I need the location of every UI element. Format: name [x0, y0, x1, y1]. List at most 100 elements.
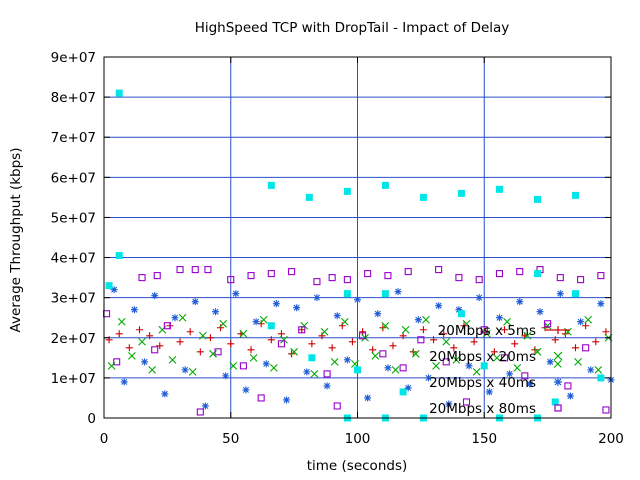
- data-point: [485, 388, 493, 396]
- data-point: [204, 266, 212, 274]
- x-tick-label: 100: [345, 431, 371, 447]
- data-point: [178, 313, 187, 322]
- data-point: [597, 374, 605, 382]
- data-point: [495, 270, 504, 278]
- data-point: [495, 314, 503, 322]
- data-point: [151, 292, 159, 300]
- legend-swatch: [554, 404, 562, 412]
- data-point: [115, 252, 123, 260]
- data-point: [597, 300, 605, 308]
- data-point: [151, 346, 159, 354]
- legend-label: 20Mbps x 5ms: [438, 323, 536, 339]
- data-point: [354, 296, 361, 304]
- legend-swatch: [553, 351, 563, 361]
- data-point: [196, 348, 204, 356]
- data-point: [419, 326, 427, 334]
- data-point: [330, 357, 339, 366]
- data-point: [480, 326, 488, 334]
- data-point: [582, 322, 590, 330]
- data-point: [267, 270, 275, 278]
- data-point: [457, 189, 465, 197]
- data-point: [156, 342, 164, 350]
- data-point: [572, 344, 580, 352]
- data-point: [212, 308, 220, 316]
- data-point: [592, 338, 600, 346]
- y-tick-label: 5e+07: [51, 210, 96, 226]
- data-point: [521, 372, 529, 380]
- data-point: [168, 355, 177, 364]
- data-point: [455, 306, 463, 314]
- data-point: [229, 361, 238, 370]
- data-point: [323, 370, 331, 378]
- data-point: [198, 331, 207, 340]
- data-point: [384, 364, 392, 372]
- y-tick-label: 6e+07: [51, 170, 96, 186]
- data-point: [313, 294, 321, 302]
- data-point: [526, 380, 534, 388]
- data-point: [257, 394, 265, 402]
- y-axis-label: Average Throughput (kbps): [8, 148, 24, 333]
- data-point: [602, 328, 610, 336]
- data-point: [146, 332, 154, 340]
- data-point: [290, 347, 299, 356]
- data-point: [333, 312, 341, 320]
- data-point: [305, 193, 313, 201]
- data-point: [440, 330, 448, 338]
- data-point: [280, 335, 288, 344]
- data-point: [577, 276, 585, 284]
- data-point: [432, 361, 440, 370]
- legend-swatch: [546, 326, 570, 334]
- legend-label: 20Mbps x 80ms: [429, 401, 536, 417]
- data-point: [338, 322, 346, 330]
- data-point: [480, 362, 488, 370]
- data-point: [249, 353, 258, 362]
- data-point: [572, 191, 580, 199]
- y-tick-label: 0: [87, 411, 96, 427]
- data-point: [404, 384, 412, 392]
- data-point: [308, 340, 316, 348]
- data-point: [110, 286, 118, 294]
- data-point: [113, 358, 121, 366]
- data-point: [371, 351, 380, 360]
- y-tick-label: 7e+07: [51, 130, 96, 146]
- data-point: [582, 344, 590, 352]
- y-tick-label: 9e+07: [51, 50, 96, 66]
- y-tick-label: 1e+07: [51, 371, 96, 387]
- data-point: [359, 328, 367, 336]
- data-point: [201, 402, 209, 410]
- data-point: [511, 340, 519, 348]
- data-point: [414, 316, 422, 324]
- data-point: [138, 337, 146, 346]
- data-point: [293, 304, 301, 312]
- data-point: [267, 322, 275, 330]
- y-tick-label: 2e+07: [51, 331, 96, 347]
- data-point: [399, 364, 407, 372]
- data-point: [247, 346, 255, 354]
- data-point: [584, 315, 593, 324]
- data-point: [544, 320, 552, 328]
- data-point: [450, 344, 458, 352]
- data-point: [533, 195, 541, 203]
- data-point: [391, 365, 400, 374]
- data-point: [171, 314, 179, 322]
- data-point: [206, 334, 214, 342]
- data-point: [176, 266, 184, 274]
- legend-label: 20Mbps x 40ms: [429, 375, 536, 391]
- data-point: [161, 390, 169, 398]
- data-point: [359, 332, 367, 340]
- data-point: [435, 302, 443, 310]
- data-point: [196, 408, 204, 416]
- data-point: [564, 382, 572, 390]
- data-point: [503, 317, 511, 326]
- data-point: [381, 290, 389, 298]
- legend-swatch: [554, 378, 562, 386]
- x-tick-label: 200: [598, 431, 624, 447]
- chart-title: HighSpeed TCP with DropTail - Impact of …: [195, 20, 510, 36]
- data-point: [516, 268, 524, 276]
- data-point: [232, 290, 240, 298]
- data-point: [399, 388, 407, 396]
- data-point: [348, 338, 356, 346]
- data-point: [288, 268, 296, 276]
- data-point: [445, 400, 453, 408]
- data-point: [475, 276, 483, 284]
